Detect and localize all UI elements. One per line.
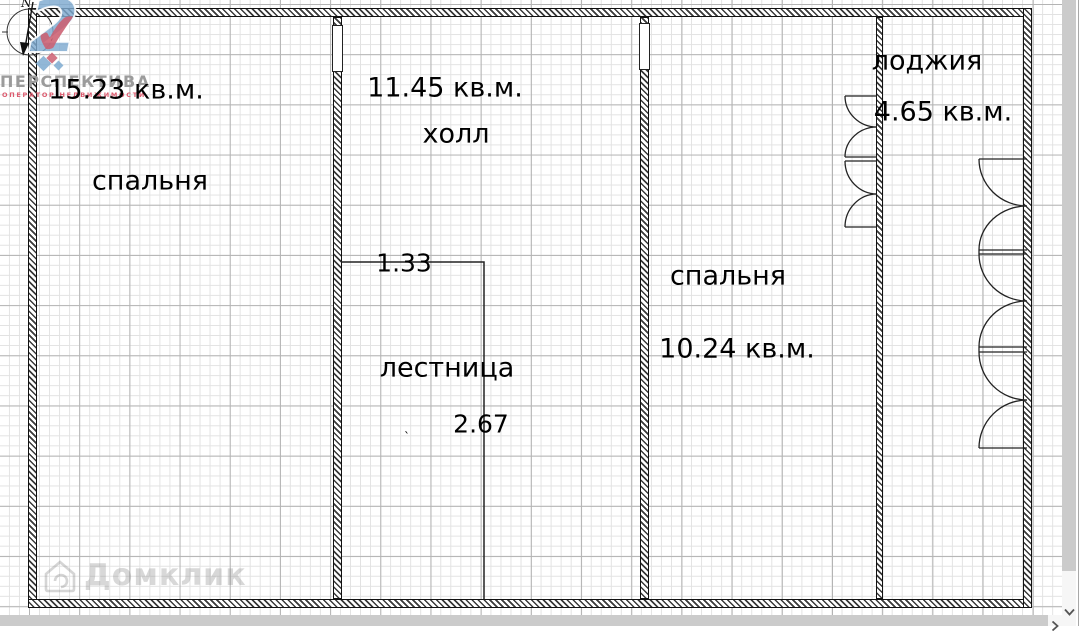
agency-tagline: ОПЕРАТОР НЕДВИЖИМОСТИ xyxy=(2,91,146,99)
window-swings-loggia-right xyxy=(978,158,1028,449)
stairs-width-label: 1.33 xyxy=(376,248,432,278)
vertical-scrollbar[interactable] xyxy=(1062,0,1081,626)
bedroom1-area-label: 15.23 кв.м. xyxy=(48,74,204,106)
door-opening-bedroom2 xyxy=(639,23,650,70)
window-edge-line xyxy=(1078,0,1079,626)
vertical-scrollbar-thumb[interactable] xyxy=(1062,0,1076,571)
window-swings-loggia-left xyxy=(844,95,878,228)
wall-bottom xyxy=(28,599,1032,608)
loggia-area-label: 4.65 кв.м. xyxy=(873,96,1013,128)
stairs-name-label: лестница xyxy=(379,352,515,384)
bedroom2-area-label: 10.24 кв.м. xyxy=(659,333,815,365)
horizontal-scrollbar[interactable] xyxy=(0,615,1062,626)
wall-hall-bedroom2 xyxy=(640,17,649,599)
domclick-watermark: Домклик xyxy=(42,558,247,593)
stray-mark: ` xyxy=(404,430,410,444)
domclick-house-icon xyxy=(44,559,76,592)
domclick-watermark-text: Домклик xyxy=(84,558,247,593)
floorplan-canvas: Домклик xyxy=(0,0,1062,615)
horizontal-scrollbar-thumb[interactable] xyxy=(0,615,1048,626)
stairs-depth-label: 2.67 xyxy=(453,409,509,439)
bedroom1-name-label: спальня xyxy=(91,165,209,197)
loggia-name-label: лоджия xyxy=(871,45,983,77)
wall-bedroom2-loggia xyxy=(876,17,883,599)
agency-name: ПЕРСПЕКТИВА xyxy=(0,72,151,91)
door-opening-bedroom1 xyxy=(332,25,343,72)
hall-area-label: 11.45 кв.м. xyxy=(367,72,523,104)
bedroom2-name-label: спальня xyxy=(669,260,787,292)
scroll-down-icon[interactable] xyxy=(1064,601,1075,620)
wall-bedroom1-hall xyxy=(333,17,342,599)
north-label: N xyxy=(21,0,32,10)
wall-right xyxy=(1023,8,1032,608)
hall-name-label: холл xyxy=(422,118,490,150)
